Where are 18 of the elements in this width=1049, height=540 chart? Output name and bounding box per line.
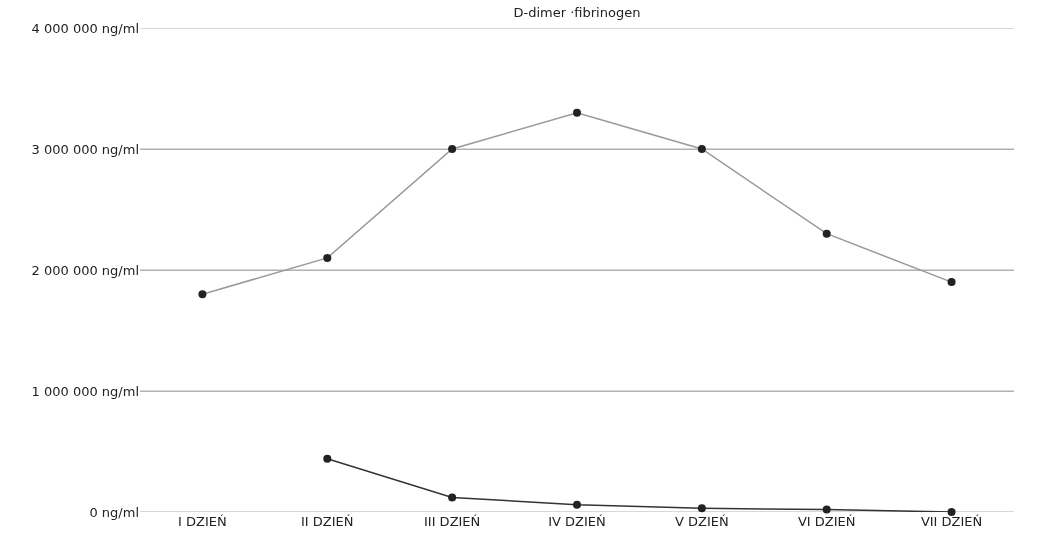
x-tick-label: VI DZIEŃ bbox=[797, 514, 856, 529]
x-tick-label: V DZIEŃ bbox=[675, 514, 729, 529]
point bbox=[822, 505, 831, 514]
x-tick-label: VII DZIEŃ bbox=[920, 514, 983, 529]
point bbox=[697, 504, 706, 513]
point bbox=[448, 493, 457, 502]
y-tick-label: 3 000 000 ng/ml bbox=[31, 141, 139, 157]
x-tick-label: I DZIEŃ bbox=[178, 514, 227, 529]
y-tick-label: 2 000 000 ng/ml bbox=[31, 262, 139, 278]
x-tick-label: III DZIEŃ bbox=[423, 514, 481, 529]
y-tick-label: 0 ng/ml bbox=[89, 504, 139, 520]
x-tick-label: II DZIEŃ bbox=[301, 514, 354, 529]
y-tick-label: 4 000 000 ng/ml bbox=[31, 20, 139, 36]
y-tick-label: 1 000 000 ng/ml bbox=[31, 383, 139, 399]
chart-title: D-dimer ·fibrinogen bbox=[513, 5, 641, 21]
x-tick-label: IV DZIEŃ bbox=[548, 514, 606, 529]
point bbox=[323, 454, 332, 463]
point bbox=[573, 500, 581, 509]
